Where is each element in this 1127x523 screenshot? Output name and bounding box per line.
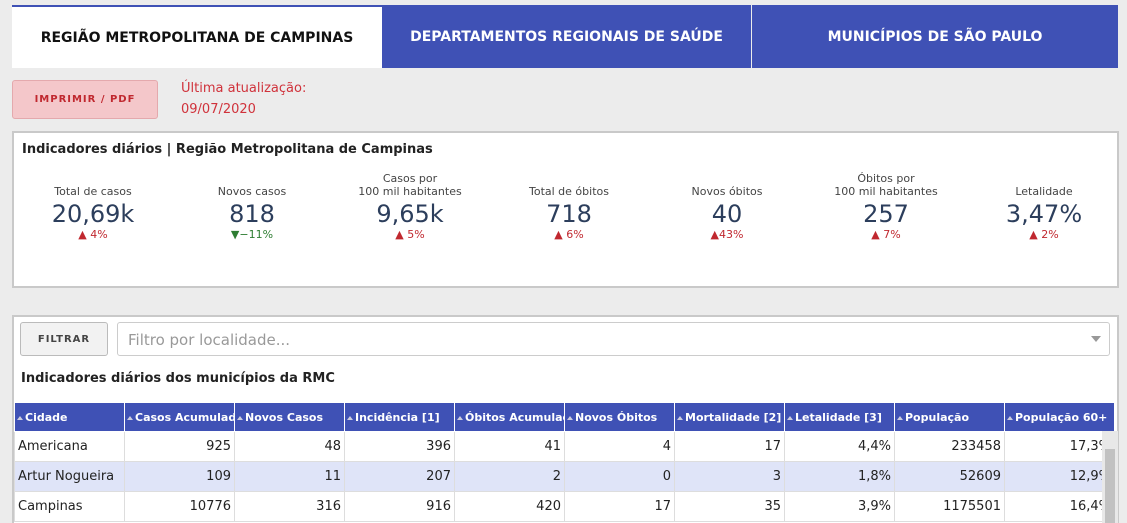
scrollbar[interactable] [1102,431,1118,523]
dropdown-icon [1091,336,1101,342]
table-cell: 420 [454,491,565,522]
table-cell: 41 [454,431,565,462]
indicator-change: ▲ 5% [395,228,425,241]
indicator-label: Total de casos [54,185,132,198]
table-title: Indicadores diários dos municípios da RM… [21,371,335,386]
update-label: Última atualização: [181,81,307,96]
tab[interactable]: MUNICÍPIOS DE SÃO PAULO [752,5,1118,68]
table-body: Americana 925 48 396 41 4 17 4,4% 233458 17,3% Art… [14,431,1115,522]
table-cell: 52609 [894,461,1005,492]
indicator-label: Total de óbitos [529,185,609,198]
indicator-value: 818 [229,200,275,228]
column-header[interactable]: Óbitos Acumulados [454,402,565,432]
tab[interactable]: REGIÃO METROPOLITANA DE CAMPINAS [12,5,382,68]
indicator-change: ▲ 7% [871,228,901,241]
indicator-value: 718 [546,200,592,228]
indicator-label: Casos por 100 mil habitantes [358,172,462,198]
indicator: Óbitos por 100 mil habitantes 257 ▲ 7% [811,168,961,241]
table-cell: Artur Nogueira [14,461,125,492]
table-cell: 316 [234,491,345,522]
indicator-change: ▲ 6% [554,228,584,241]
table-cell: 4 [564,431,675,462]
column-header[interactable]: Casos Acumulados [124,402,235,432]
indicator-change: ▲ 4% [78,228,108,241]
indicator: Novos óbitos 40 ▲43% [652,168,802,241]
indicator-change: ▲43% [710,228,744,241]
indicator: Casos por 100 mil habitantes 9,65k ▲ 5% [335,168,485,241]
table-cell: 109 [124,461,235,492]
table-cell: 3 [674,461,785,492]
table-cell: 16,4% [1004,491,1115,522]
table-cell: Campinas [14,491,125,522]
table-cell: 1175501 [894,491,1005,522]
indicator-change: ▼−11% [230,228,274,241]
table-cell: 2 [454,461,565,492]
table-cell: 0 [564,461,675,492]
column-header[interactable]: População [894,402,1005,432]
table-cell: 17,3% [1004,431,1115,462]
column-header[interactable]: População 60+ [1004,402,1115,432]
column-header[interactable]: Incidência [1] [344,402,455,432]
filter-select[interactable]: Filtro por localidade... [117,322,1110,356]
update-date: 09/07/2020 [181,102,256,117]
table-cell: 233458 [894,431,1005,462]
panel-title: Indicadores diários | Região Metropolita… [22,142,433,157]
indicator-value: 9,65k [376,200,444,228]
table-cell: 35 [674,491,785,522]
table-cell: 17 [564,491,675,522]
table-cell: 3,9% [784,491,895,522]
table-cell: 396 [344,431,455,462]
indicator-label: Novos óbitos [691,185,763,198]
table-cell: 1,8% [784,461,895,492]
indicator-value: 3,47% [1005,200,1083,228]
column-header[interactable]: Mortalidade [2] [674,402,785,432]
indicator-change: ▲ 2% [1029,228,1059,241]
indicator: Letalidade 3,47% ▲ 2% [969,168,1119,241]
column-header[interactable]: Cidade [14,402,125,432]
tab[interactable]: DEPARTAMENTOS REGIONAIS DE SAÚDE [382,5,751,68]
column-header[interactable]: Novos Casos [234,402,345,432]
table-cell: 207 [344,461,455,492]
placeholder: Filtro por localidade... [128,331,291,349]
indicator-label: Óbitos por 100 mil habitantes [834,172,938,198]
print-button[interactable]: IMPRIMIR / PDF [12,80,158,119]
column-header[interactable]: Novos Óbitos [564,402,675,432]
table-cell: 4,4% [784,431,895,462]
table-cell: 916 [344,491,455,522]
table-cell: 10776 [124,491,235,522]
column-header[interactable]: Letalidade [3] [784,402,895,432]
table-cell: 12,9% [1004,461,1115,492]
table-cell: 11 [234,461,345,492]
indicator-value: 20,69k [51,200,135,228]
indicator-label: Novos casos [217,185,287,198]
indicator: Total de casos 20,69k ▲ 4% [18,168,168,241]
table-row: Americana 925 48 396 41 4 17 4,4% 233458 17,3% [14,431,1115,462]
indicators-panel: Indicadores diários | Região Metropolita… [12,131,1119,288]
indicator-value: 40 [711,200,743,228]
indicator: Total de óbitos 718 ▲ 6% [494,168,644,241]
table-row: Campinas 10776 316 916 420 17 35 3,9% 1175501 16,… [14,491,1115,522]
indicator-value: 257 [863,200,909,228]
scroll-thumb[interactable] [1105,449,1115,523]
table-cell: 925 [124,431,235,462]
table-cell: 17 [674,431,785,462]
filter-button[interactable]: FILTRAR [20,322,108,356]
table-cell: Americana [14,431,125,462]
indicator: Novos casos 818 ▼−11% [177,168,327,241]
indicator-label: Letalidade [1015,185,1073,198]
table-cell: 48 [234,431,345,462]
table-row: Artur Nogueira 109 11 207 2 0 3 1,8% 52609 12,9% [14,461,1115,492]
